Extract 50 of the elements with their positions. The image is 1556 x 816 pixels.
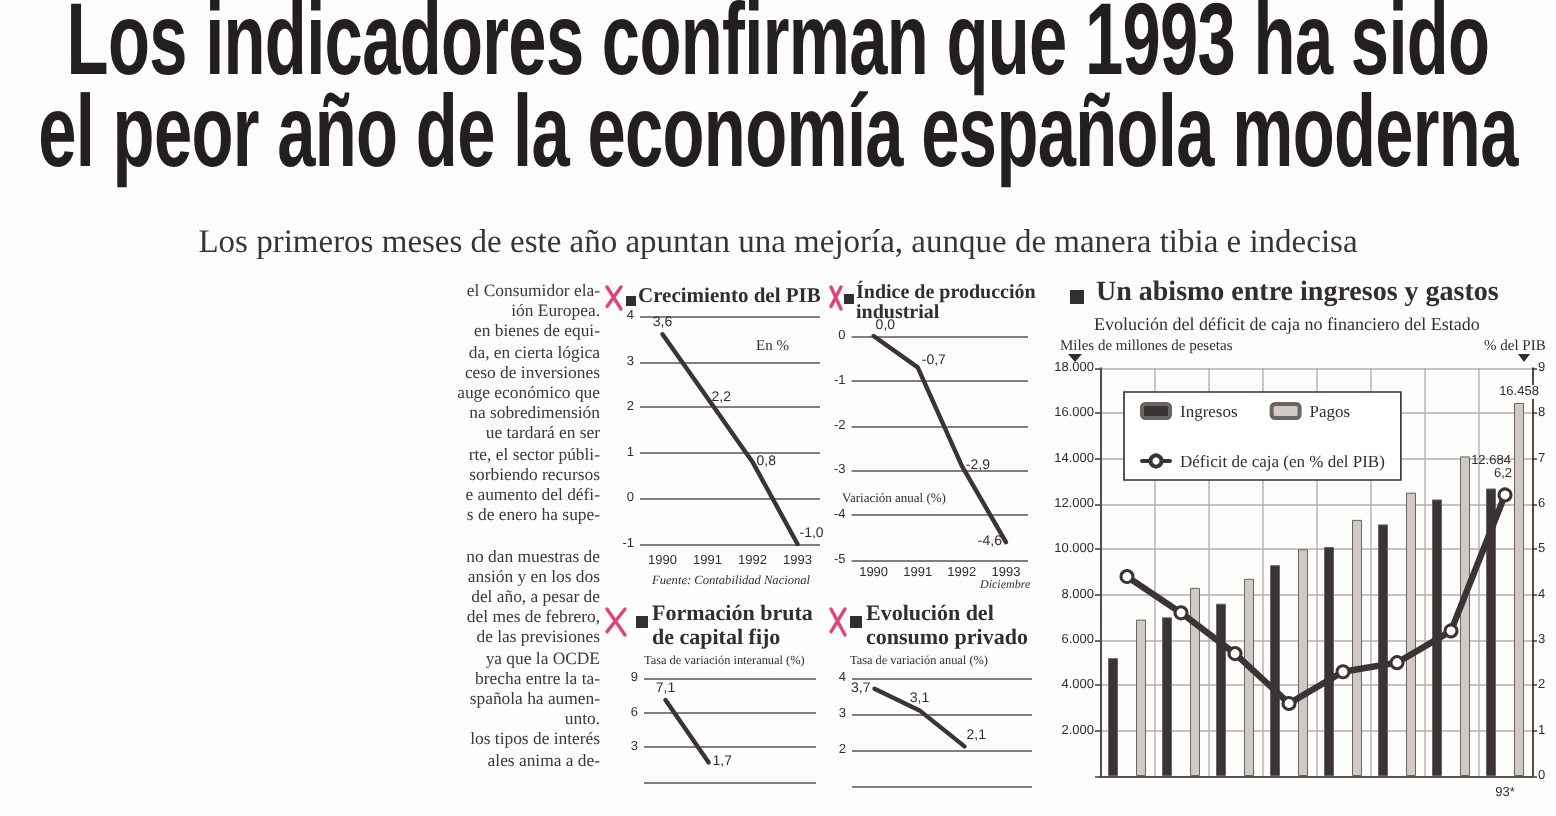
- text: ales anima a de-: [487, 749, 600, 770]
- bar: [1190, 587, 1200, 776]
- line-series: [660, 332, 800, 547]
- bar: [1460, 456, 1470, 776]
- text: spañola ha aumen-: [469, 688, 600, 709]
- text: los tipos de interés: [470, 728, 600, 750]
- chart-title: Formación bruta de capital fijo: [652, 602, 815, 650]
- text: del año, a pesar de: [471, 586, 600, 607]
- point: [1227, 646, 1243, 662]
- text: ya que la OCDE: [485, 647, 600, 668]
- point: [1335, 664, 1351, 680]
- bar: [1406, 492, 1416, 776]
- text: Los indicadores confirman que 1993 ha sido el peor año de la economía española moderna: [36, 0, 1521, 188]
- text: de las previsiones: [476, 626, 600, 648]
- bar: [1244, 578, 1254, 776]
- chart-title: Un abismo entre ingresos y gastos: [1096, 278, 1499, 308]
- text: da, en cierta lógica: [468, 341, 600, 362]
- text: brecha entre la ta-: [475, 667, 600, 688]
- text: ue tardará en ser: [485, 422, 600, 444]
- point: [1497, 487, 1513, 503]
- text: s de enero ha supe-: [466, 504, 600, 525]
- text: auge económico que: [457, 382, 600, 403]
- bar: [1514, 402, 1524, 776]
- text: na sobredimensión: [469, 402, 600, 423]
- text: rte, el sector públi-: [468, 443, 600, 464]
- text: ión Europea.: [511, 300, 600, 321]
- text: ceso de inversiones: [464, 361, 600, 382]
- legend-label: Ingresos: [1180, 401, 1238, 421]
- text: ansión y en los dos: [467, 565, 600, 586]
- point: [1443, 623, 1459, 639]
- text: del mes de febrero,: [466, 606, 600, 627]
- text: unto.: [564, 708, 600, 729]
- bar: [1136, 619, 1146, 776]
- point: [1281, 695, 1297, 711]
- text: sorbiendo recursos: [469, 463, 600, 484]
- legend-label: Déficit de caja (en % del PIB): [1180, 451, 1386, 471]
- chart-title: Crecimiento del PIB: [638, 286, 821, 308]
- chart-title: Evolución del consumo privado: [866, 602, 1030, 650]
- text: e aumento del défi-: [465, 484, 600, 505]
- text: no dan muestras de: [466, 545, 600, 566]
- bar: [1352, 519, 1362, 776]
- text: Los primeros meses de este año apuntan una mejoría, aunque de manera tibia e indecisa: [198, 222, 1358, 262]
- point: [1389, 655, 1405, 671]
- point: [1119, 569, 1135, 585]
- chart-subtitle: Evolución del déficit de caja no financiero del Estado: [1094, 314, 1480, 334]
- bar: [1298, 549, 1308, 776]
- legend-label: Pagos: [1309, 401, 1351, 421]
- text: el Consumidor ela-: [466, 280, 600, 301]
- text: en bienes de equi-: [474, 320, 600, 342]
- point: [1173, 605, 1189, 621]
